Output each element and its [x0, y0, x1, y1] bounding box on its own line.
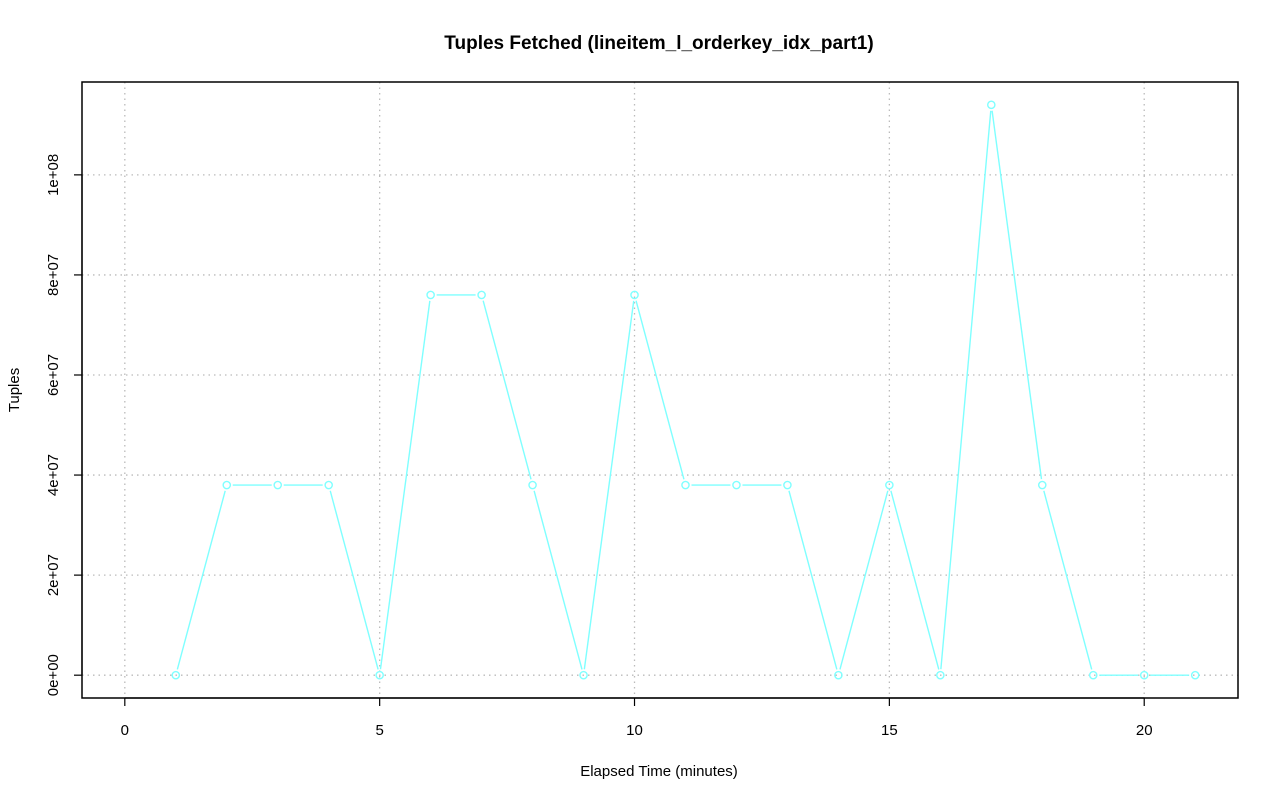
series-line-segment — [329, 490, 379, 670]
data-point — [222, 480, 232, 490]
data-point — [477, 290, 486, 300]
data-point — [1190, 670, 1200, 680]
x-tick-label: 10 — [626, 722, 643, 739]
x-axis: 0 5 10 15 20 — [121, 697, 1153, 739]
x-tick-label: 0 — [121, 722, 129, 739]
data-point — [1139, 670, 1149, 680]
y-tick-label: 1e+08 — [45, 154, 62, 196]
series-line-segment — [583, 300, 635, 670]
data-point — [579, 670, 588, 680]
y-axis: 0e+00 2e+07 4e+07 6e+07 8e+07 1e+08 — [45, 154, 83, 696]
series-line-segment — [991, 110, 1043, 480]
series-line-segment — [176, 490, 226, 670]
data-point — [783, 480, 792, 490]
series-layer — [171, 100, 1200, 680]
data-point — [987, 100, 996, 110]
data-point — [1037, 480, 1047, 490]
data-point — [885, 480, 894, 490]
series-line-segment — [788, 490, 838, 670]
y-tick-label: 2e+07 — [45, 554, 62, 596]
y-tick-label: 8e+07 — [45, 254, 62, 296]
data-point — [426, 290, 435, 300]
data-point — [681, 480, 690, 490]
data-point — [1088, 670, 1098, 680]
x-tick-label: 15 — [881, 722, 898, 739]
grid-lines — [82, 82, 1238, 698]
y-axis-label: Tuples — [6, 368, 23, 412]
series-line-segment — [1043, 490, 1093, 670]
y-tick-label: 0e+00 — [45, 654, 62, 696]
x-tick-label: 5 — [375, 722, 383, 739]
data-point — [273, 480, 283, 490]
series-line-segment — [890, 490, 940, 670]
x-tick-label: 20 — [1136, 722, 1153, 739]
data-point — [630, 290, 639, 300]
data-point — [171, 670, 181, 680]
series-line-segment — [940, 110, 992, 670]
data-point — [834, 670, 843, 680]
x-axis-label: Elapsed Time (minutes) — [580, 763, 738, 780]
data-point — [732, 480, 741, 490]
y-tick-label: 4e+07 — [45, 454, 62, 496]
chart-title: Tuples Fetched (lineitem_l_orderkey_idx_… — [444, 33, 873, 54]
series-line-segment — [379, 300, 431, 670]
series-line-segment — [533, 490, 583, 670]
data-point — [936, 670, 945, 680]
data-point — [375, 670, 384, 680]
data-point — [528, 480, 537, 490]
series-line-segment — [635, 300, 685, 480]
data-point — [324, 480, 333, 490]
series-line-segment — [482, 300, 532, 480]
y-tick-label: 6e+07 — [45, 354, 62, 396]
series-line-segment — [839, 490, 889, 670]
